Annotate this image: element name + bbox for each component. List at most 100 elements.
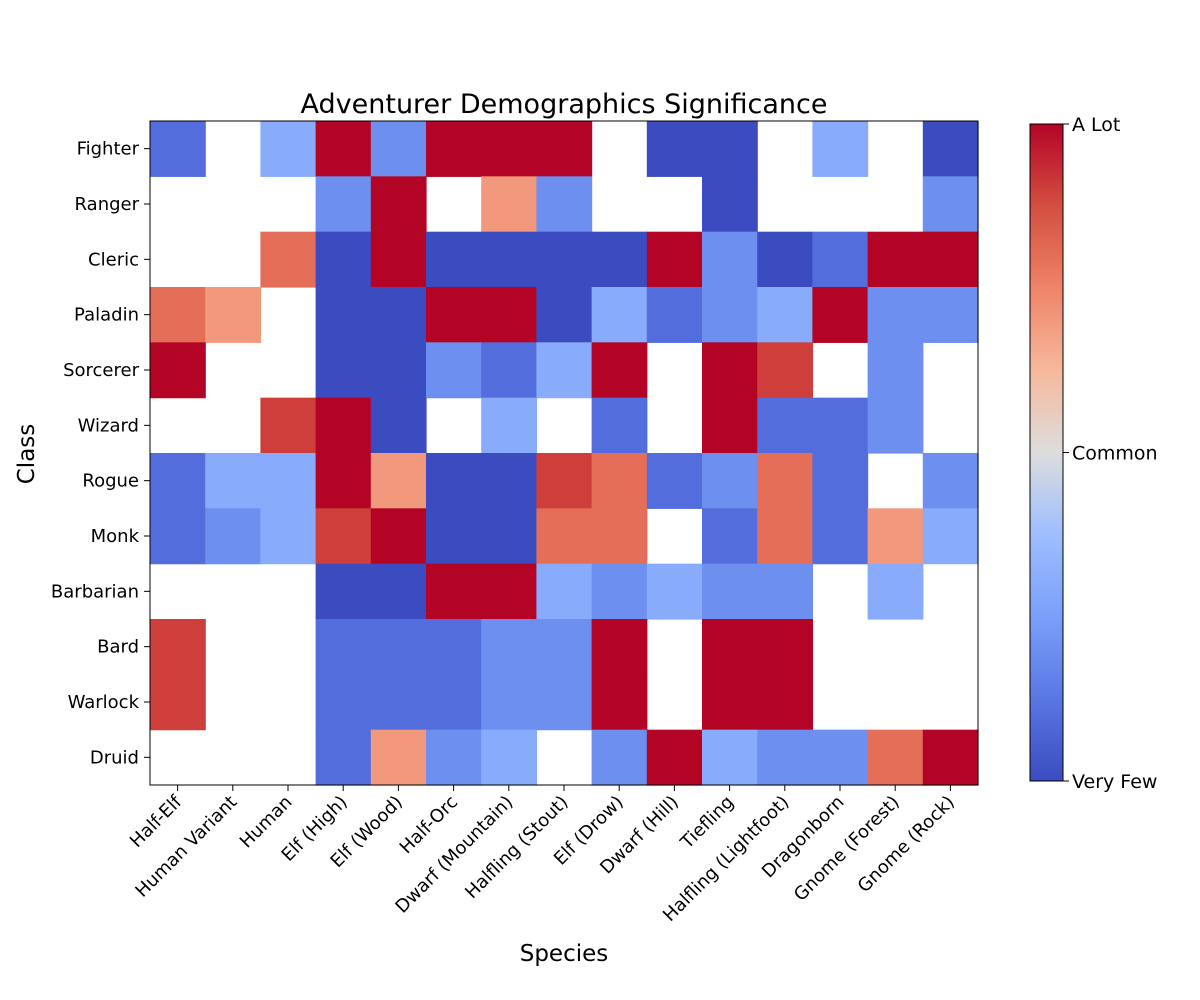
heatmap-cell: [536, 342, 593, 399]
heatmap-cell: [205, 453, 261, 509]
heatmap-cell: [536, 563, 593, 620]
y-tick-label: Cleric: [88, 249, 139, 270]
colorbar-tick-label: Very Few: [1072, 771, 1157, 793]
heatmap-cell: [757, 453, 813, 509]
heatmap-cell: [481, 508, 537, 565]
y-tick-label: Paladin: [74, 305, 139, 326]
heatmap-cell: [702, 121, 758, 177]
y-tick-label: Druid: [90, 747, 139, 768]
heatmap-cell: [150, 342, 206, 399]
heatmap-cell: [812, 508, 869, 565]
heatmap-cell: [315, 619, 372, 675]
y-tick-label: Bard: [97, 637, 139, 658]
heatmap-cell: [315, 342, 372, 399]
heatmap-cell: [536, 176, 593, 233]
y-tick-label: Barbarian: [51, 581, 139, 602]
heatmap-cell: [591, 729, 648, 786]
heatmap-cell: [370, 453, 427, 509]
heatmap-cell: [702, 453, 758, 509]
heatmap-cell: [591, 342, 648, 399]
heatmap-cell: [536, 121, 593, 177]
heatmap-cell: [757, 287, 813, 343]
colorbar: [1030, 124, 1063, 781]
heatmap-cell: [922, 508, 979, 565]
heatmap-cell: [536, 231, 593, 288]
heatmap-cell: [370, 563, 427, 620]
heatmap-cell: [481, 287, 537, 343]
heatmap-cell: [150, 508, 206, 565]
heatmap-cell: [757, 508, 813, 565]
heatmap-cell: [315, 674, 372, 731]
heatmap-cell: [481, 674, 537, 731]
heatmap-cell: [922, 121, 979, 177]
heatmap-cell: [481, 121, 537, 177]
heatmap-cell: [646, 563, 703, 620]
heatmap-cell: [757, 231, 813, 288]
heatmap-cell: [315, 287, 372, 343]
heatmap-cell: [150, 121, 206, 177]
heatmap-cell: [370, 674, 427, 731]
heatmap-cell: [812, 453, 869, 509]
heatmap-cell: [591, 231, 648, 288]
heatmap-cell: [702, 342, 758, 399]
heatmap-cell: [536, 508, 593, 565]
heatmap-cell: [315, 508, 372, 565]
heatmap-cell: [481, 231, 537, 288]
heatmap-cell: [426, 121, 482, 177]
heatmap-cell: [315, 121, 372, 177]
heatmap-cell: [867, 287, 924, 343]
heatmap-cell: [867, 729, 924, 786]
y-tick-label: Ranger: [75, 194, 140, 215]
heatmap-cell: [646, 453, 703, 509]
heatmap-cell: [922, 176, 979, 233]
heatmap-cell: [702, 397, 758, 454]
heatmap-cell: [536, 287, 593, 343]
heatmap-cell: [260, 121, 317, 177]
heatmap-cell: [426, 342, 482, 399]
heatmap-cell: [426, 453, 482, 509]
heatmap-cell: [370, 342, 427, 399]
heatmap-cell: [591, 508, 648, 565]
heatmap-cell: [481, 176, 537, 233]
heatmap-cell: [757, 674, 813, 731]
heatmap-cell: [757, 619, 813, 675]
heatmap-cell: [702, 508, 758, 565]
heatmap-cell: [646, 729, 703, 786]
heatmap-cell: [591, 674, 648, 731]
heatmap-cell: [481, 619, 537, 675]
heatmap-cell: [315, 397, 372, 454]
heatmap-cell: [205, 287, 261, 343]
heatmap-cell: [922, 287, 979, 343]
heatmap-cell: [370, 508, 427, 565]
heatmap-cell: [426, 729, 482, 786]
x-tick-label: Gnome (Rock): [854, 792, 959, 897]
heatmap-cell: [702, 674, 758, 731]
heatmap-cell: [481, 729, 537, 786]
y-tick-label: Wizard: [78, 415, 139, 436]
heatmap-cell: [315, 563, 372, 620]
heatmap-cell: [370, 287, 427, 343]
heatmap-cell: [370, 231, 427, 288]
heatmap-cell: [536, 619, 593, 675]
heatmap-cell: [591, 453, 648, 509]
heatmap-cell: [150, 453, 206, 509]
heatmap-cell: [591, 619, 648, 675]
heatmap-cell: [922, 231, 979, 288]
heatmap-cell: [922, 729, 979, 786]
heatmap-cell: [867, 508, 924, 565]
heatmap-cell: [536, 453, 593, 509]
heatmap-cell: [702, 729, 758, 786]
heatmap-cell: [260, 453, 317, 509]
heatmap-cell: [702, 287, 758, 343]
heatmap-cell: [150, 619, 206, 675]
heatmap-cell: [370, 176, 427, 233]
heatmap-cell: [812, 231, 869, 288]
heatmap-cell: [867, 231, 924, 288]
heatmap-cell: [702, 176, 758, 233]
heatmap-cell: [591, 397, 648, 454]
heatmap-cell: [867, 397, 924, 454]
heatmap-cell: [536, 674, 593, 731]
heatmap-cell: [702, 231, 758, 288]
